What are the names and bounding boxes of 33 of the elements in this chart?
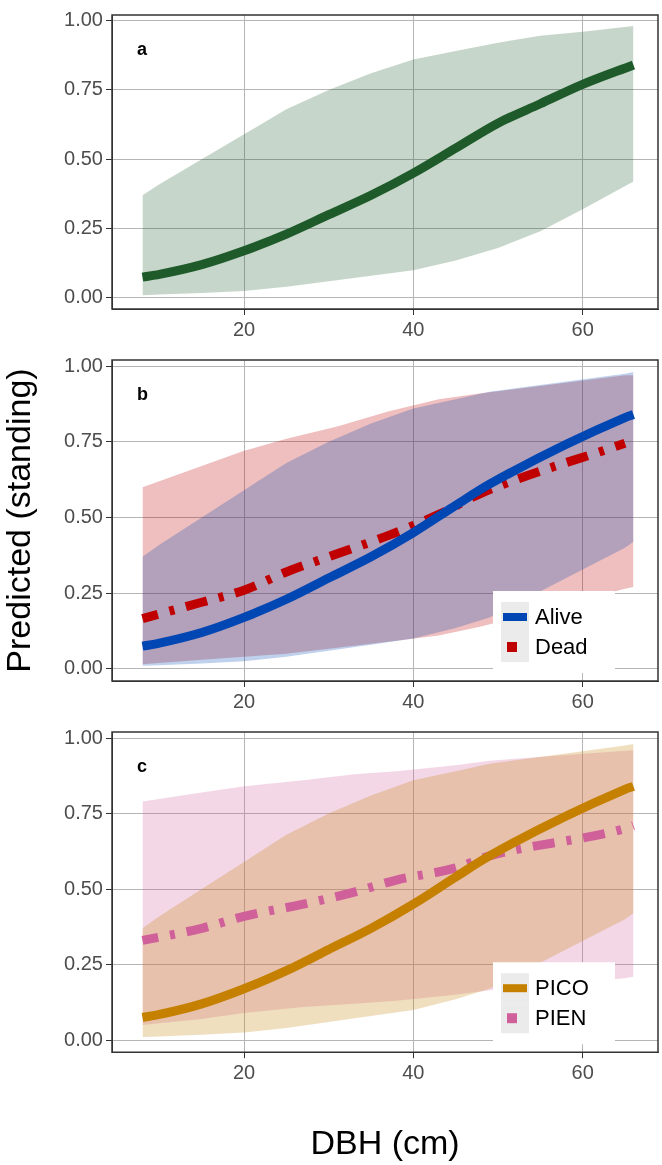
x-axis-title: DBH (cm) xyxy=(310,1122,460,1161)
x-tick-label: 40 xyxy=(402,1060,425,1083)
y-tick-label: 0.25 xyxy=(64,952,103,975)
x-tick-label: 20 xyxy=(232,1060,256,1083)
y-tick-label: 0.75 xyxy=(64,77,103,100)
y-tick-label: 0.75 xyxy=(64,429,103,452)
y-axis-title: Predicted (standing) xyxy=(0,368,37,673)
y-tick-label: 0.75 xyxy=(64,801,103,824)
annotation: b xyxy=(137,384,148,404)
y-tick-label: 1.00 xyxy=(64,353,103,376)
y-tick-label: 0.50 xyxy=(64,504,103,527)
y-tick-label: 1.00 xyxy=(64,725,103,748)
legend-label: Alive xyxy=(535,604,583,630)
annotation: c xyxy=(137,756,148,776)
x-tick-label: 20 xyxy=(232,689,256,712)
y-tick-label: 0.25 xyxy=(64,580,103,603)
y-tick-label: 0.00 xyxy=(64,656,103,679)
y-tick-label: 0.50 xyxy=(64,146,103,169)
x-tick-label: 60 xyxy=(571,689,594,712)
legend-label: Dead xyxy=(535,634,588,660)
x-tick-label: 40 xyxy=(402,317,425,340)
y-tick-label: 0.25 xyxy=(64,216,103,239)
y-tick-label: 0.00 xyxy=(64,1027,103,1050)
x-tick-label: 60 xyxy=(571,1060,594,1083)
y-tick-label: 0.50 xyxy=(64,876,103,899)
y-tick-label: 0.00 xyxy=(64,285,103,308)
legend-label: PIEN xyxy=(535,1005,587,1031)
x-tick-label: 60 xyxy=(571,317,594,340)
x-tick-label: 40 xyxy=(402,689,425,712)
annotation: a xyxy=(137,39,148,59)
y-tick-label: 1.00 xyxy=(64,8,103,31)
legend-label: PICO xyxy=(535,975,589,1001)
x-tick-label: 20 xyxy=(232,317,256,340)
